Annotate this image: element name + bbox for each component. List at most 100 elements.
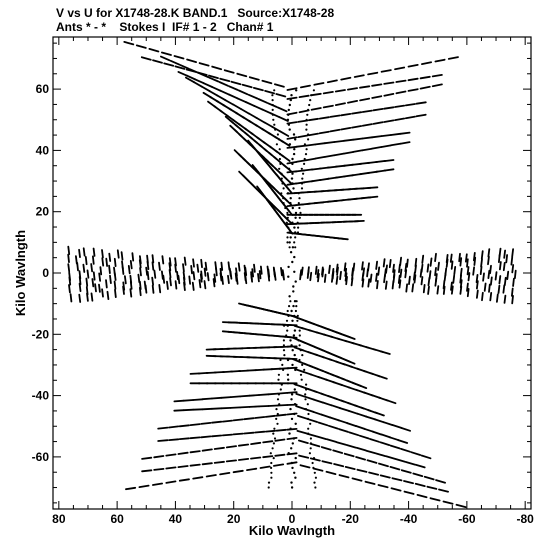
uv-point <box>315 477 317 479</box>
uv-point <box>274 437 276 439</box>
uv-arm-dash <box>489 285 490 292</box>
uv-point <box>299 212 301 214</box>
uv-point <box>306 119 308 121</box>
uv-point <box>273 124 275 126</box>
uv-point <box>291 261 293 263</box>
uv-arm-dash <box>363 268 364 275</box>
uv-track-lower <box>392 488 401 490</box>
uv-track-lower <box>323 402 332 405</box>
uv-track-lower <box>223 421 232 422</box>
uv-point <box>290 236 292 238</box>
uv-track-upper <box>225 70 234 73</box>
uv-arm-dash <box>131 261 132 268</box>
uv-arm-dash <box>109 266 110 273</box>
uv-arm-dash <box>205 269 206 276</box>
uv-track-lower <box>369 473 378 475</box>
uv-track-lower <box>223 435 232 436</box>
uv-point <box>288 295 290 297</box>
uv-track-upper <box>171 61 180 65</box>
uv-arm-dash <box>393 265 394 272</box>
uv-point <box>270 462 272 464</box>
uv-track-lower <box>295 369 304 372</box>
uv-point <box>295 457 297 459</box>
x-tick-label: -40 <box>400 512 418 526</box>
uv-point <box>295 310 297 312</box>
uv-point <box>289 241 291 243</box>
uv-track-upper <box>276 94 285 97</box>
uv-track-lower <box>431 498 440 500</box>
uv-arm-dash <box>206 263 207 270</box>
uv-track-upper <box>368 187 377 188</box>
uv-track-lower <box>212 436 221 437</box>
uv-point <box>289 128 291 130</box>
uv-track-upper <box>360 86 369 87</box>
uv-arm-dash <box>405 264 406 271</box>
uv-point <box>286 320 288 322</box>
uv-arm-dash <box>83 265 84 272</box>
uv-point <box>307 428 309 430</box>
uv-point <box>290 94 292 96</box>
uv-point <box>272 104 274 106</box>
uv-track-upper <box>422 62 431 64</box>
uv-arm-dash <box>503 285 504 292</box>
uv-point <box>314 486 316 488</box>
uv-track-lower <box>251 458 260 459</box>
uv-track-upper <box>229 95 238 99</box>
uv-track-upper <box>336 103 345 105</box>
uv-arm-dash <box>102 258 103 265</box>
uv-point <box>282 197 284 199</box>
uv-point <box>295 89 297 91</box>
uv-arm-dash <box>461 269 462 276</box>
uv-points <box>68 42 516 507</box>
uv-point <box>279 163 281 165</box>
uv-arm-dash <box>76 256 77 263</box>
uv-track-upper <box>297 146 306 147</box>
uv-arm-dash <box>148 272 149 279</box>
uv-point <box>295 383 297 385</box>
uv-arm-dash <box>490 266 491 273</box>
uv-track-upper <box>400 133 409 134</box>
uv-arm-dash <box>399 276 400 283</box>
uv-point <box>313 89 315 91</box>
uv-point <box>307 413 309 415</box>
uv-arm-dash <box>177 272 178 279</box>
uv-point <box>295 280 297 282</box>
uv-track-lower <box>275 455 284 456</box>
uv-point <box>290 99 292 101</box>
uv-point <box>276 423 278 425</box>
uv-point <box>292 290 294 292</box>
uv-arm-dash <box>506 255 507 262</box>
uv-track-upper <box>400 142 409 144</box>
uv-point <box>278 374 280 376</box>
uv-arm-dash <box>318 270 319 277</box>
uv-track-lower <box>263 456 272 457</box>
uv-arm-dash <box>200 280 201 287</box>
uv-point <box>286 241 288 243</box>
uv-point <box>294 477 296 479</box>
uv-arm-dash <box>345 263 346 270</box>
uv-arm-dash <box>69 273 70 280</box>
uv-track-upper <box>363 137 372 138</box>
uv-point <box>278 393 280 395</box>
uv-point <box>288 168 290 170</box>
uv-track-lower <box>366 451 375 454</box>
uv-arm-dash <box>175 258 176 265</box>
uv-track-lower <box>203 409 212 410</box>
uv-point <box>310 94 312 96</box>
uv-track-lower <box>322 447 331 450</box>
uv-point <box>305 153 307 155</box>
uv-track-upper <box>336 90 345 92</box>
uv-point <box>289 300 291 302</box>
uv-track-lower <box>368 460 377 463</box>
uv-track-upper <box>348 101 357 103</box>
uv-track-upper <box>162 53 171 56</box>
uv-arm-dash <box>228 276 229 283</box>
uv-arm-dash <box>333 269 334 276</box>
uv-point <box>268 486 270 488</box>
uv-track-upper <box>246 102 255 106</box>
uv-track-lower <box>347 423 356 426</box>
uv-point <box>305 384 307 386</box>
uv-arm-dash <box>496 272 497 279</box>
uv-point <box>292 187 294 189</box>
uv-point <box>290 344 292 346</box>
